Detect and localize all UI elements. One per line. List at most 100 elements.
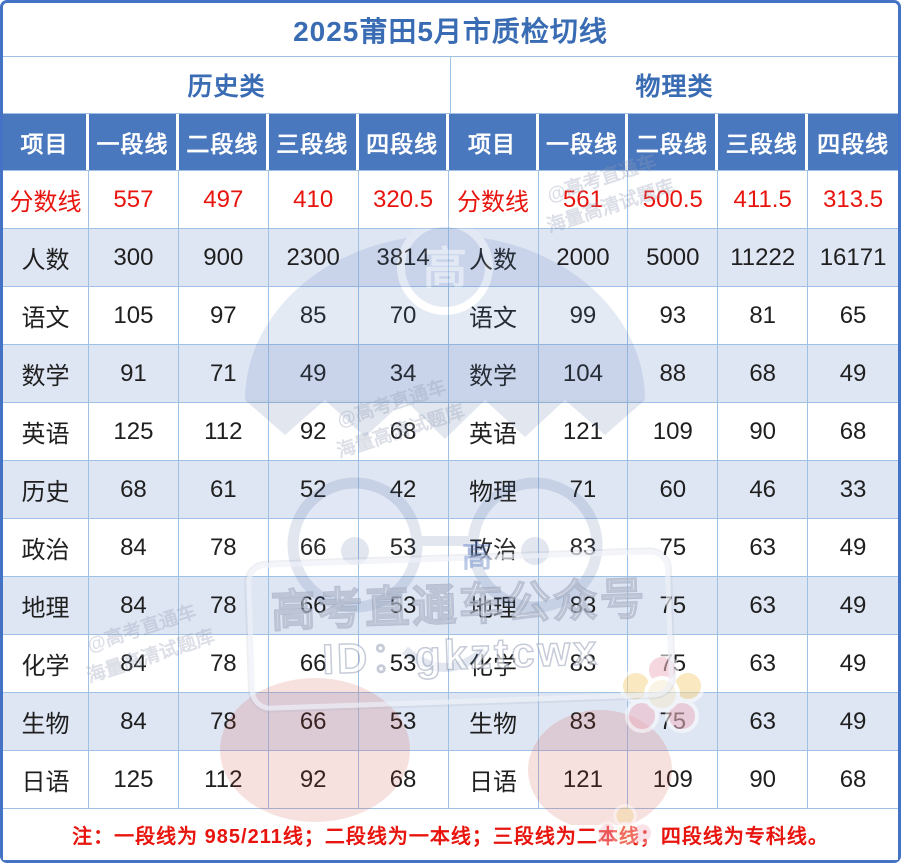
value-cell: 53 <box>358 519 449 577</box>
value-cell: 497 <box>178 171 269 229</box>
row-label: 日语 <box>3 751 89 809</box>
value-cell: 63 <box>718 519 809 577</box>
row-label: 人数 <box>3 229 89 287</box>
row-label: 物理 <box>448 461 539 519</box>
value-cell: 109 <box>628 751 719 809</box>
value-cell: 83 <box>538 519 629 577</box>
value-cell: 53 <box>358 693 449 751</box>
value-cell: 52 <box>268 461 359 519</box>
value-cell: 81 <box>718 287 809 345</box>
category-physics: 物理类 <box>635 73 714 101</box>
value-cell: 53 <box>358 635 449 693</box>
footnote-bar: 注：一段线为 985/211线；二段线为一本线；三段线为二本线；四段线为专科线。 <box>3 809 898 860</box>
row-label: 人数 <box>448 229 539 287</box>
value-cell: 5000 <box>628 229 719 287</box>
column-header-segment: 一段线 <box>538 114 629 170</box>
value-cell: 49 <box>808 577 898 635</box>
row-label: 化学 <box>3 635 89 693</box>
value-cell: 63 <box>718 577 809 635</box>
value-cell: 68 <box>718 345 809 403</box>
column-header-segment: 四段线 <box>808 114 898 170</box>
column-header-segment: 四段线 <box>358 114 449 170</box>
row-label: 语文 <box>448 287 539 345</box>
row-label: 英语 <box>3 403 89 461</box>
value-cell: 411.5 <box>718 171 809 229</box>
value-cell: 71 <box>178 345 269 403</box>
value-cell: 66 <box>268 693 359 751</box>
value-cell: 60 <box>628 461 719 519</box>
row-label: 政治 <box>3 519 89 577</box>
value-cell: 78 <box>178 635 269 693</box>
value-cell: 83 <box>538 577 629 635</box>
page-title: 2025莆田5月市质检切线 <box>293 15 608 47</box>
data-table: 分数线 557 497 410 320.5 分数线 561 500.5 411.5 313.5 人数… <box>3 170 898 809</box>
value-cell: 46 <box>718 461 809 519</box>
column-header-segment: 三段线 <box>268 114 359 170</box>
column-header-segment: 二段线 <box>178 114 269 170</box>
value-cell: 93 <box>628 287 719 345</box>
value-cell: 84 <box>89 577 179 635</box>
value-cell: 320.5 <box>358 171 449 229</box>
value-cell: 78 <box>178 519 269 577</box>
value-cell: 11222 <box>718 229 809 287</box>
value-cell: 68 <box>358 403 449 461</box>
value-cell: 92 <box>268 403 359 461</box>
value-cell: 500.5 <box>628 171 719 229</box>
value-cell: 33 <box>808 461 898 519</box>
row-label: 日语 <box>448 751 539 809</box>
row-label: 生物 <box>448 693 539 751</box>
value-cell: 42 <box>358 461 449 519</box>
value-cell: 84 <box>89 635 179 693</box>
category-history: 历史类 <box>3 57 451 113</box>
value-cell: 91 <box>89 345 179 403</box>
value-cell: 92 <box>268 751 359 809</box>
value-cell: 63 <box>718 635 809 693</box>
category-header-row: 历史类 物理类 <box>3 57 898 113</box>
row-label: 化学 <box>448 635 539 693</box>
title-bar: 2025莆田5月市质检切线 <box>3 3 898 57</box>
column-header-segment: 三段线 <box>718 114 809 170</box>
row-label: 分数线 <box>448 171 539 229</box>
value-cell: 66 <box>268 635 359 693</box>
value-cell: 49 <box>808 519 898 577</box>
value-cell: 2000 <box>538 229 629 287</box>
value-cell: 900 <box>178 229 269 287</box>
value-cell: 300 <box>89 229 179 287</box>
row-label: 英语 <box>448 403 539 461</box>
row-label: 历史 <box>3 461 89 519</box>
value-cell: 104 <box>538 345 629 403</box>
value-cell: 121 <box>538 751 629 809</box>
value-cell: 63 <box>718 693 809 751</box>
value-cell: 88 <box>628 345 719 403</box>
value-cell: 68 <box>808 751 898 809</box>
value-cell: 53 <box>358 577 449 635</box>
value-cell: 49 <box>808 345 898 403</box>
value-cell: 97 <box>178 287 269 345</box>
row-label: 地理 <box>448 577 539 635</box>
value-cell: 112 <box>178 403 269 461</box>
value-cell: 85 <box>268 287 359 345</box>
value-cell: 112 <box>178 751 269 809</box>
column-header-row: 项目 一段线 二段线 三段线 四段线 项目 一段线 二段线 三段线 四段线 <box>3 113 898 170</box>
value-cell: 49 <box>808 635 898 693</box>
value-cell: 2300 <box>268 229 359 287</box>
value-cell: 78 <box>178 577 269 635</box>
row-label: 分数线 <box>3 171 89 229</box>
value-cell: 561 <box>538 171 629 229</box>
row-label: 地理 <box>3 577 89 635</box>
value-cell: 313.5 <box>808 171 898 229</box>
value-cell: 68 <box>358 751 449 809</box>
row-label: 政治 <box>448 519 539 577</box>
value-cell: 61 <box>178 461 269 519</box>
value-cell: 109 <box>628 403 719 461</box>
value-cell: 83 <box>538 635 629 693</box>
column-header-item: 项目 <box>448 114 539 170</box>
value-cell: 557 <box>89 171 179 229</box>
value-cell: 90 <box>718 403 809 461</box>
value-cell: 70 <box>358 287 449 345</box>
value-cell: 410 <box>268 171 359 229</box>
value-cell: 65 <box>808 287 898 345</box>
value-cell: 99 <box>538 287 629 345</box>
value-cell: 75 <box>628 635 719 693</box>
